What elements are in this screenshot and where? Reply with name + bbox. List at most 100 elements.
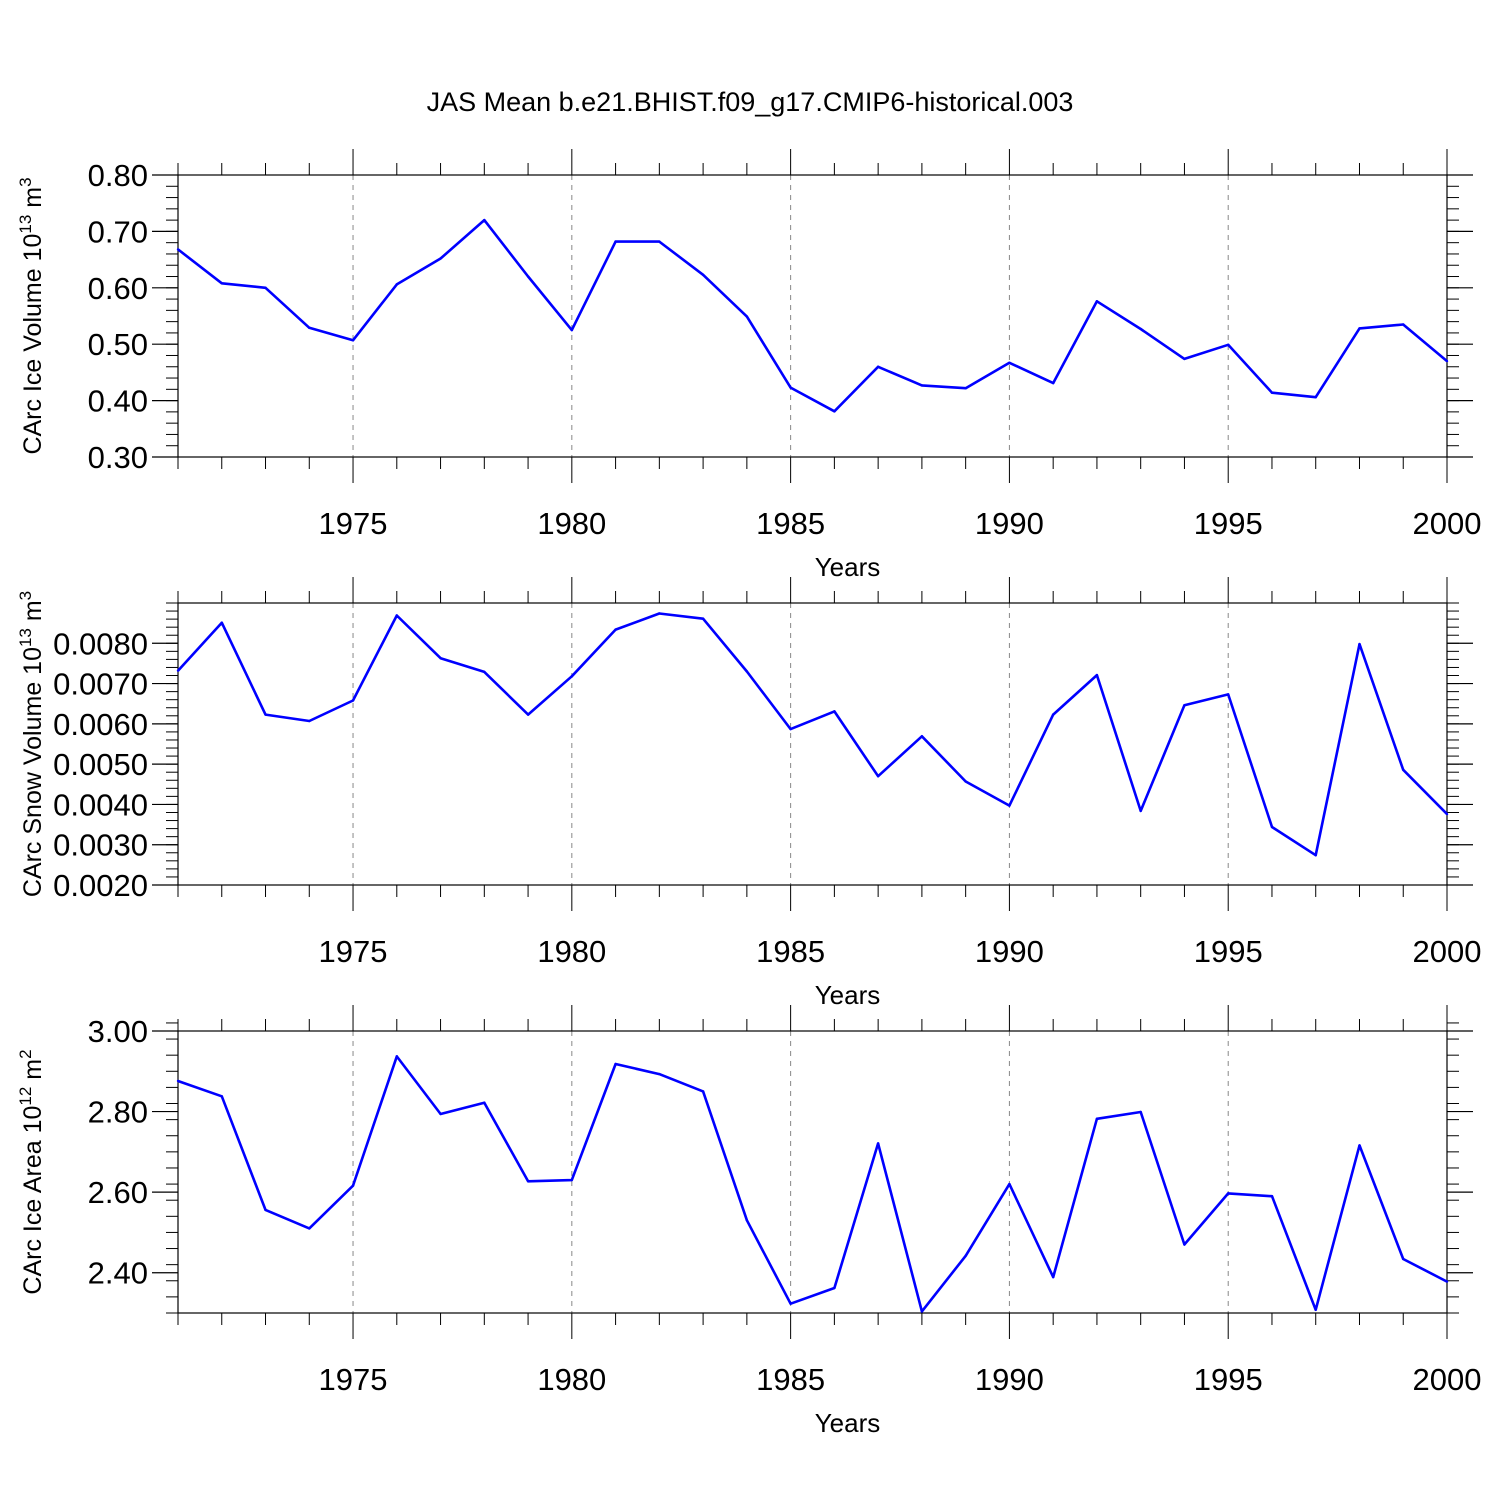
data-point bbox=[658, 1072, 661, 1076]
x-tick-label: 1975 bbox=[319, 506, 388, 541]
data-point bbox=[789, 727, 792, 731]
data-point bbox=[789, 386, 792, 389]
data-point bbox=[1358, 642, 1361, 646]
series-line bbox=[177, 612, 1448, 857]
y-tick-label: 2.40 bbox=[88, 1256, 148, 1291]
data-point bbox=[658, 240, 661, 243]
x-tick-label: 2000 bbox=[1413, 1362, 1482, 1397]
data-point bbox=[570, 1178, 574, 1182]
y-axis-label: CArc Ice Area 1012 m2 bbox=[16, 1049, 47, 1294]
plot-frame bbox=[177, 174, 1448, 458]
data-point bbox=[1445, 359, 1449, 363]
data-point bbox=[439, 257, 442, 260]
x-axis-label: Years bbox=[815, 1408, 881, 1438]
data-point bbox=[1402, 1257, 1405, 1261]
data-point bbox=[220, 282, 223, 285]
data-point bbox=[1402, 323, 1405, 326]
data-point bbox=[1008, 361, 1011, 365]
chart-panel-3: 2.40 2.60 2.80 3.00 1975 1980 1985 1990 1995 2000… bbox=[16, 1005, 1481, 1438]
data-point bbox=[395, 1055, 398, 1058]
data-point bbox=[1183, 357, 1186, 361]
y-tick-label: 0.70 bbox=[88, 214, 148, 249]
y-tick-label: 3.00 bbox=[88, 1014, 148, 1049]
data-point bbox=[1139, 327, 1142, 331]
data-point bbox=[920, 735, 924, 738]
data-point bbox=[483, 670, 486, 674]
y-tick-label: 0.30 bbox=[88, 440, 148, 475]
data-point bbox=[876, 365, 880, 368]
data-point bbox=[1314, 1308, 1317, 1311]
data-point bbox=[1227, 343, 1230, 346]
data-point bbox=[701, 1090, 705, 1093]
y-tick-label: 0.0040 bbox=[53, 787, 148, 822]
data-point bbox=[570, 675, 574, 678]
data-point bbox=[833, 1286, 836, 1290]
x-tick-label: 1995 bbox=[1194, 506, 1263, 541]
data-point bbox=[1314, 853, 1317, 857]
data-point bbox=[964, 780, 967, 783]
data-point bbox=[1445, 812, 1449, 816]
x-tick-label: 1995 bbox=[1194, 934, 1263, 969]
y-tick-label: 0.0080 bbox=[53, 626, 148, 661]
data-point bbox=[701, 617, 705, 620]
data-point bbox=[308, 1227, 311, 1230]
data-point bbox=[264, 1208, 267, 1212]
data-point bbox=[1445, 1280, 1449, 1283]
data-point bbox=[964, 1254, 967, 1257]
data-point bbox=[1183, 1243, 1186, 1246]
data-point bbox=[614, 1062, 617, 1066]
data-point bbox=[1270, 391, 1274, 394]
y-tick-label: 2.60 bbox=[88, 1175, 148, 1210]
x-tick-label: 1985 bbox=[756, 1362, 825, 1397]
y-axis-label: CArc Snow Volume 1013 m3 bbox=[16, 591, 47, 897]
data-point bbox=[1095, 1117, 1099, 1121]
data-point bbox=[308, 719, 311, 723]
data-point bbox=[439, 1112, 442, 1116]
x-axis-label: Years bbox=[815, 980, 881, 1010]
data-point bbox=[351, 339, 355, 342]
data-point bbox=[351, 1184, 355, 1187]
data-point bbox=[176, 669, 180, 672]
data-point bbox=[176, 248, 180, 251]
data-point bbox=[920, 384, 924, 387]
x-tick-label: 1990 bbox=[975, 934, 1044, 969]
data-point bbox=[1008, 1182, 1011, 1186]
data-point bbox=[1051, 713, 1055, 716]
data-point bbox=[658, 612, 661, 615]
y-tick-label: 0.80 bbox=[88, 158, 148, 193]
data-point bbox=[614, 240, 617, 243]
data-point bbox=[1139, 1110, 1142, 1114]
data-point bbox=[308, 326, 311, 330]
x-axis-label: Years bbox=[815, 552, 881, 582]
data-point bbox=[395, 283, 398, 286]
x-tick-label: 1995 bbox=[1194, 1362, 1263, 1397]
x-tick-label: 1990 bbox=[975, 1362, 1044, 1397]
data-point bbox=[570, 328, 574, 332]
y-tick-label: 0.0070 bbox=[53, 667, 148, 702]
x-tick-label: 1980 bbox=[537, 934, 606, 969]
data-point bbox=[745, 1219, 749, 1222]
data-point bbox=[351, 699, 355, 702]
y-tick-label: 0.0030 bbox=[53, 828, 148, 863]
series-line bbox=[177, 218, 1448, 413]
data-point bbox=[1358, 327, 1361, 330]
data-point bbox=[526, 1180, 530, 1183]
data-point bbox=[483, 218, 486, 222]
plot-frame bbox=[177, 602, 1448, 886]
series-line bbox=[177, 1055, 1448, 1313]
data-point bbox=[833, 410, 836, 413]
data-point bbox=[701, 273, 705, 277]
data-point bbox=[1008, 804, 1011, 807]
plot-frame bbox=[177, 1030, 1448, 1314]
y-axis-label: CArc Ice Volume 1013 m3 bbox=[16, 177, 47, 454]
y-tick-label: 0.0050 bbox=[53, 747, 148, 782]
data-point bbox=[439, 656, 442, 660]
x-tick-label: 1985 bbox=[756, 934, 825, 969]
data-point bbox=[220, 621, 223, 624]
x-tick-label: 2000 bbox=[1413, 934, 1482, 969]
y-tick-label: 0.0020 bbox=[53, 868, 148, 903]
y-tick-label: 0.60 bbox=[88, 271, 148, 306]
data-point bbox=[483, 1101, 486, 1104]
x-tick-label: 1975 bbox=[319, 1362, 388, 1397]
